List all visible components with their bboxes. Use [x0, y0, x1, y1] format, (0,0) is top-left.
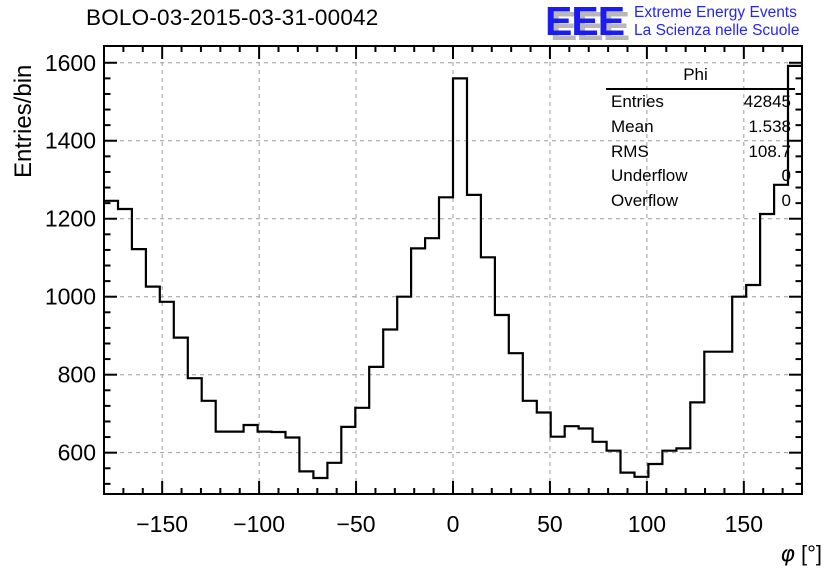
stats-label: RMS [611, 141, 649, 161]
stats-label: Underflow [611, 166, 688, 186]
x-tick-label: −50 [337, 511, 376, 537]
stats-value: 0 [781, 166, 791, 186]
stats-row-rms: RMS 108.7 [606, 140, 795, 165]
y-tick-label: 800 [58, 362, 96, 388]
plot-frame [103, 45, 803, 495]
stats-value: 108.7 [748, 141, 791, 161]
x-axis-title: φ [°] [780, 541, 822, 567]
stats-label: Mean [611, 116, 654, 136]
x-tick-label: −150 [136, 511, 188, 537]
phi-symbol: φ [780, 542, 795, 567]
y-tick-label: 600 [58, 440, 96, 466]
x-tick-label: 50 [537, 511, 563, 537]
eee-logo-acronym: EEE [545, 0, 625, 44]
x-tick-label: 100 [628, 511, 666, 537]
x-tick-label: −100 [233, 511, 285, 537]
stats-row-overflow: Overflow 0 [606, 189, 795, 214]
stats-title: Phi [606, 62, 795, 90]
eee-logo-text: Extreme Energy Events La Scienza nelle S… [634, 4, 799, 40]
y-axis-title: Entries/bin [10, 64, 37, 178]
x-axis-unit: [°] [800, 541, 822, 566]
y-tick-label: 1000 [45, 284, 96, 310]
stats-row-mean: Mean 1.538 [606, 115, 795, 140]
stats-label: Overflow [611, 191, 679, 211]
y-tick-label: 1200 [45, 206, 96, 232]
stats-value: 42845 [743, 92, 791, 111]
page-title: BOLO-03-2015-03-31-00042 [86, 5, 379, 30]
stats-row-underflow: Underflow 0 [606, 164, 795, 189]
x-tick-label: 150 [725, 511, 763, 537]
y-tick-label: 1400 [45, 128, 96, 154]
eee-logo-line1: Extreme Energy Events [634, 4, 797, 21]
stats-value: 0 [781, 191, 791, 211]
stats-box: Phi Entries 42845 Mean 1.538 RMS 108.7 U… [606, 62, 795, 214]
histogram-line [104, 64, 802, 480]
stats-label: Entries [611, 92, 664, 111]
stats-row-entries: Entries 42845 [606, 90, 795, 115]
stats-value: 1.538 [748, 116, 791, 136]
y-tick-label: 1600 [45, 50, 96, 76]
x-tick-label: 0 [447, 511, 460, 537]
eee-logo: EEE Extreme Energy Events La Scienza nel… [545, 0, 800, 44]
eee-logo-line2: La Scienza nelle Scuole [634, 22, 800, 39]
